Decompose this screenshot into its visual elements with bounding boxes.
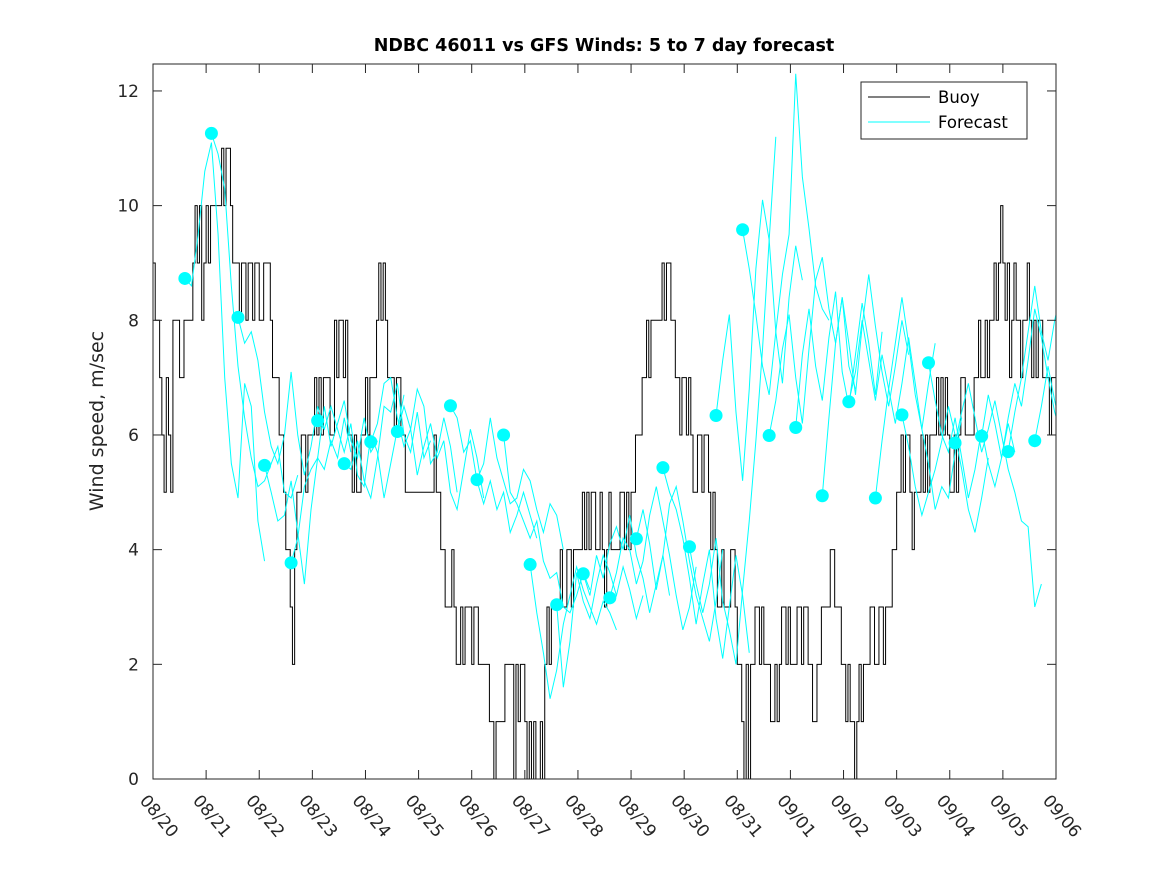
forecast-marker [523, 558, 537, 572]
forecast-marker [922, 356, 936, 370]
forecast-marker [204, 126, 218, 140]
forecast-line [450, 405, 538, 539]
y-tick-label: 8 [128, 311, 139, 331]
forecast-marker [629, 532, 643, 546]
forecast-markers [178, 126, 1042, 612]
forecast-marker [1028, 434, 1042, 448]
legend-forecast-label: Forecast [938, 113, 1008, 132]
forecast-marker [311, 414, 325, 428]
forecast-line [529, 564, 617, 699]
forecast-marker [470, 473, 484, 487]
y-tick-label: 10 [117, 197, 139, 217]
forecast-line [582, 515, 671, 613]
forecast-line [184, 142, 266, 562]
forecast-marker [337, 457, 351, 471]
forecast-line [264, 417, 352, 585]
forecast-line [715, 199, 803, 481]
forecast-marker [709, 408, 723, 422]
forecast-marker [1001, 445, 1015, 459]
forecast-line [396, 404, 485, 512]
forecast-line [901, 406, 989, 533]
forecast-line [1034, 366, 1056, 441]
y-tick-label: 2 [128, 655, 139, 675]
forecast-line [556, 553, 644, 688]
forecast-line [1007, 285, 1056, 452]
forecast-line [795, 291, 883, 428]
y-axis-label: Wind speed, m/sec [86, 331, 108, 511]
forecast-marker [842, 395, 856, 409]
forecast-line [370, 376, 458, 493]
forecast-marker [258, 458, 272, 472]
y-tick-label: 6 [128, 426, 139, 446]
forecast-marker [497, 428, 511, 442]
legend-box [860, 81, 1028, 140]
forecast-line [343, 383, 432, 500]
forecast-marker [364, 435, 378, 449]
y-tick-label: 0 [128, 770, 139, 790]
forecast-marker [736, 223, 750, 237]
legend: Buoy Forecast [860, 81, 1028, 140]
forecast-marker [603, 591, 617, 605]
forecast-marker [895, 408, 909, 422]
forecast-line [476, 417, 564, 550]
forecast-marker [868, 491, 882, 505]
forecast-marker [656, 461, 670, 475]
forecast-marker [682, 540, 696, 554]
axes-background [153, 64, 1056, 779]
y-tick-label: 4 [128, 541, 139, 561]
buoy-line [153, 147, 1056, 779]
forecast-line [742, 73, 830, 395]
forecast-marker [576, 567, 590, 581]
forecast-line [954, 383, 1042, 608]
forecast-line [237, 317, 325, 476]
chart-title: NDBC 46011 vs GFS Winds: 5 to 7 day fore… [374, 36, 835, 56]
forecast-marker [231, 310, 245, 324]
forecast-line [290, 400, 378, 563]
forecast-marker [178, 271, 192, 285]
forecast-line [688, 136, 777, 665]
forecast-marker [975, 429, 989, 443]
forecast-line [981, 308, 1056, 459]
forecast-line [317, 394, 405, 499]
forecast-marker [550, 598, 564, 612]
y-axis: 0 2 4 6 8 10 12 [117, 82, 1056, 790]
buoy-series [153, 147, 1056, 779]
forecast-line [635, 484, 724, 642]
forecast-line [874, 297, 963, 510]
forecast-series [184, 73, 1056, 699]
forecast-marker [284, 556, 298, 570]
forecast-marker [443, 399, 457, 413]
forecast-marker [948, 436, 962, 450]
forecast-line [928, 362, 1016, 499]
forecast-marker [789, 421, 803, 435]
forecast-marker [815, 489, 829, 503]
forecast-marker [762, 429, 776, 443]
forecast-line [503, 434, 591, 614]
forecast-line [609, 486, 697, 631]
forecast-line [821, 274, 910, 496]
plot-area [153, 64, 1056, 779]
forecast-line [662, 467, 750, 659]
y-tick-label: 12 [117, 82, 139, 102]
forecast-marker [390, 425, 404, 439]
forecast-line [210, 133, 299, 499]
legend-buoy-label: Buoy [938, 88, 980, 107]
axes-box [152, 63, 1057, 780]
